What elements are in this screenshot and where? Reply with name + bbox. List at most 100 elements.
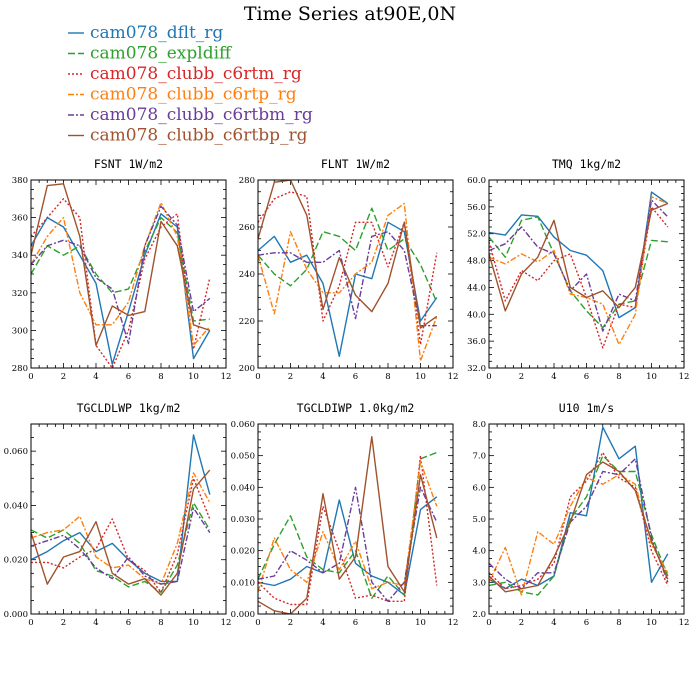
panels: FSNT 1W/m20 2 4 6 8 10 12280300320340360380FLN… [4,157,690,628]
y-tick-label: 280 [12,364,28,374]
panel-title: TMQ 1kg/m2 [552,157,621,171]
series-line [31,472,211,585]
y-tick-label: 0.020 [231,547,255,557]
x-tick-label: 12 [448,618,459,628]
series-line [489,202,669,312]
plot-frame [257,179,454,369]
y-tick-label: 0.040 [4,501,28,511]
x-tick-label: 0 [486,372,491,382]
figure-title: Time Series at90E,0N [244,3,456,25]
series-line [31,477,211,593]
series-line [31,469,211,596]
legend-label: cam078_clubb_c6rtbp_rg [90,126,308,146]
legend-label: cam078_dflt_rg [90,23,223,43]
x-tick-label: 10 [188,372,199,382]
y-tick-label: 0.060 [231,420,255,430]
chart-panel: TGCLDIWP 1.0kg/m2 0 2 4 6 8 10 12 0.000 0.010 0.02… [231,401,459,628]
y-tick-label: 380 [12,176,28,186]
y-tick-label: 0.000 [231,610,255,620]
legend-entry: cam078_clubb_c6rtbp_rg [68,126,308,146]
y-tick-label: 7.0 [472,452,486,462]
series-line [31,216,210,322]
series-line [489,455,669,596]
series-group [31,183,211,368]
x-tick-label: 10 [646,372,657,382]
x-tick-label: 4 [551,372,556,382]
series-line [489,461,669,593]
series-group [31,434,211,596]
legend-label: cam078_clubb_c6rtm_rg [90,64,302,84]
plot-frame [488,423,685,615]
y-tick-label: 4.0 [472,547,486,557]
x-tick-label: 12 [221,372,232,382]
panel-title: FLNT 1W/m2 [321,157,390,171]
y-tick-label: 40.0 [467,310,486,320]
x-tick-label: 2 [288,618,293,628]
series-line [31,201,211,347]
legend-label: cam078_clubb_c6rtp_rg [90,85,297,105]
y-tick-label: 0.040 [231,483,255,493]
legend-label: cam078_clubb_c6rtbm_rg [90,105,313,125]
x-tick-label: 8 [158,372,163,382]
y-tick-label: 0.050 [231,452,255,462]
y-tick-label: 200 [239,364,255,374]
x-tick-label: 12 [221,618,232,628]
series-line [489,206,669,349]
y-tick-label: 220 [239,317,255,327]
plot-frame [257,423,454,615]
chart-panel: TMQ 1kg/m2 0 2 4 6 8 10 12 32.0 36.0 40.0 44.0 48.0 5… [467,157,689,382]
x-tick-label: 6 [126,618,131,628]
y-tick-label: 3.0 [472,578,486,588]
y-tick-label: 0.030 [231,515,255,525]
y-tick-label: 44.0 [467,283,486,293]
x-tick-label: 0 [486,618,491,628]
legend-label: cam078_expldiff [90,44,233,64]
x-tick-label: 8 [158,618,163,628]
x-tick-label: 8 [616,618,621,628]
y-tick-label: 8.0 [472,420,486,430]
y-tick-label: 6.0 [472,483,486,493]
legend: cam078_dflt_rgcam078_expldiffcam078_club… [68,23,313,146]
x-tick-label: 12 [679,372,690,382]
series-line [258,191,438,346]
x-tick-label: 6 [353,372,358,382]
series-line [489,451,669,590]
series-line [258,486,438,602]
x-tick-label: 10 [415,618,426,628]
panel-title: TGCLDLWP 1kg/m2 [77,401,181,415]
x-tick-label: 10 [646,618,657,628]
x-tick-label: 4 [93,618,98,628]
plot-frame [30,423,227,615]
y-tick-label: 300 [12,326,28,336]
x-tick-label: 2 [61,618,66,628]
x-tick-label: 4 [320,372,325,382]
y-tick-label: 0.020 [4,556,28,566]
series-group [489,426,669,596]
y-tick-label: 360 [12,214,28,224]
series-line [489,458,669,590]
x-tick-label: 6 [126,372,131,382]
chart-panel: FSNT 1W/m2 0 2 4 6 8 10 12 280 300 320 340 360 380 [12,157,232,382]
series-line [258,451,438,599]
series-group [489,191,669,349]
x-tick-label: 2 [519,372,524,382]
legend-entry: cam078_expldiff [68,44,233,64]
y-tick-label: 5.0 [472,515,486,525]
series-line [31,502,211,593]
chart-panel: FLNT 1W/m2 0 2 4 6 8 10 12 200 220 240 260 280 [239,157,459,382]
x-tick-label: 0 [255,372,260,382]
series-line [31,434,211,583]
series-line [489,216,668,329]
y-tick-label: 340 [12,251,28,261]
y-tick-label: 2.0 [472,610,486,620]
x-tick-label: 2 [288,372,293,382]
panel-title: TGCLDIWP 1.0kg/m2 [297,401,415,415]
panel-title: U10 1m/s [559,401,614,415]
series-line [258,230,437,327]
legend-entry: cam078_clubb_c6rtm_rg [68,64,302,84]
series-line [258,461,438,593]
plot-frame [30,179,227,369]
y-tick-label: 0.060 [4,447,28,457]
y-tick-label: 60.0 [467,176,486,186]
